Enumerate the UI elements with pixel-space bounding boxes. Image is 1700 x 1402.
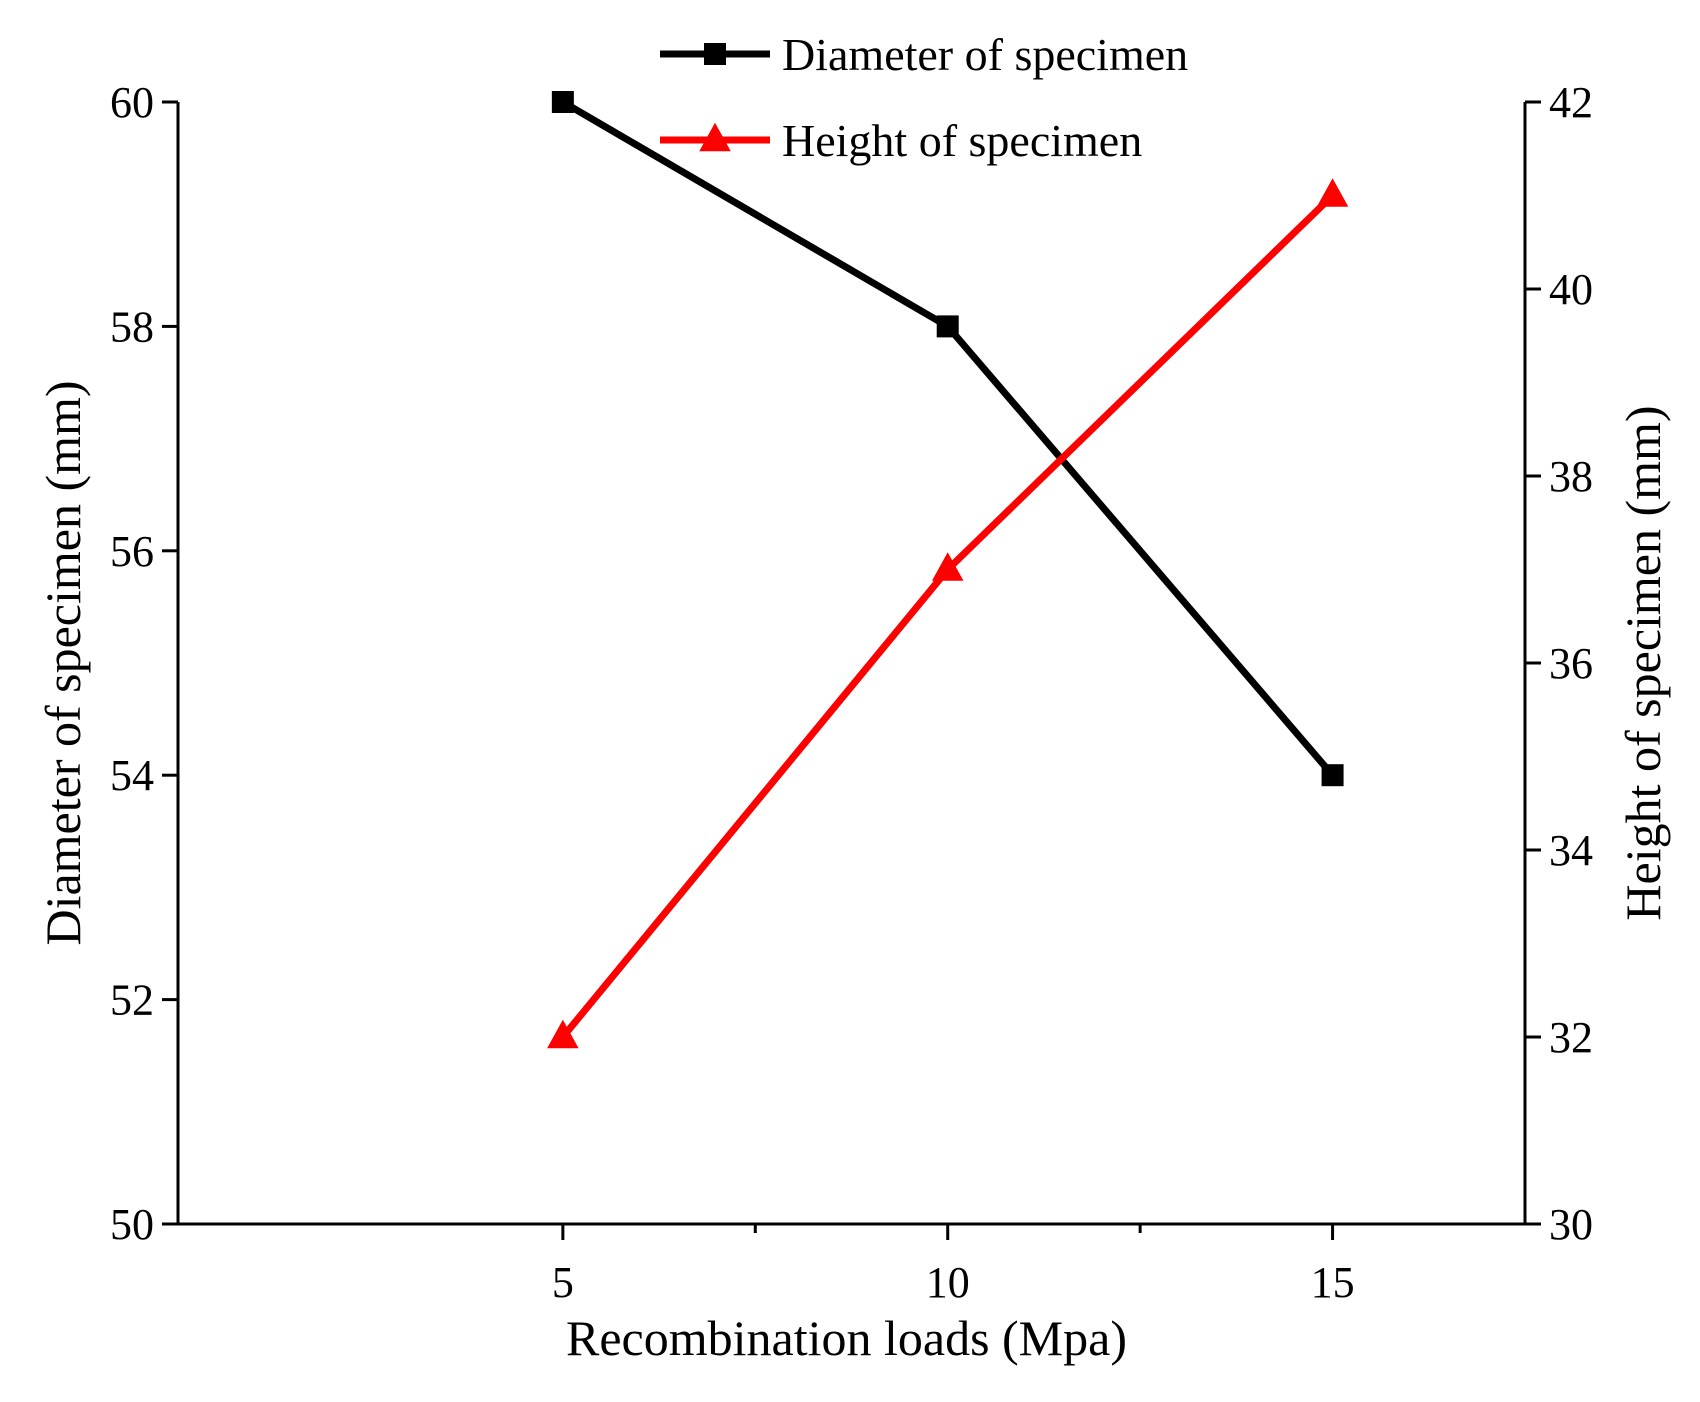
series-1 (551, 91, 1344, 787)
x-tick-label: 15 (1311, 1258, 1355, 1307)
data-point (551, 91, 574, 113)
left-y-tick-label: 58 (110, 302, 154, 351)
ticks-layer: 50 52 54 56 58 60 30 32 34 36 38 40 42 5 10 15 (110, 78, 1593, 1307)
right-y-tick-label: 34 (1549, 826, 1593, 875)
right-y-tick-label: 42 (1549, 78, 1593, 127)
x-axis-title: Recombination loads (Mpa) (566, 1310, 1127, 1366)
data-point (1321, 764, 1344, 787)
right-y-tick-label: 30 (1549, 1200, 1593, 1249)
data-point (931, 552, 964, 581)
legend-layer: Diameter of specimen Height of specimen (660, 29, 1188, 166)
left-y-tick-label: 60 (110, 78, 154, 127)
left-y-tick-label: 52 (110, 976, 154, 1025)
data-point (936, 315, 959, 338)
legend-entry-1: Diameter of specimen (660, 29, 1188, 80)
legend-marker (699, 122, 731, 152)
legend-label: Height of specimen (782, 115, 1142, 166)
legend-marker (704, 43, 726, 65)
series-line (561, 98, 1336, 778)
left-y-axis-title: Diameter of specimen (mm) (35, 380, 91, 945)
data-point (1316, 178, 1349, 207)
left-y-tick-label: 56 (110, 527, 154, 576)
data-point (547, 1019, 579, 1049)
series-layer (547, 91, 1349, 1049)
right-y-tick-label: 32 (1549, 1013, 1593, 1062)
right-y-axis-title: Height of specimen (mm) (1615, 405, 1671, 920)
left-y-tick-label: 54 (110, 751, 154, 800)
x-tick-label: 10 (926, 1258, 970, 1307)
right-y-tick-label: 36 (1549, 639, 1593, 688)
legend-entry-2: Height of specimen (660, 115, 1142, 166)
series-2 (547, 178, 1349, 1049)
x-tick-label: 5 (552, 1258, 574, 1307)
right-y-tick-label: 40 (1549, 265, 1593, 314)
left-y-tick-label: 50 (110, 1200, 154, 1249)
titles-layer: Recombination loads (Mpa) Diameter of spe… (35, 380, 1671, 1366)
legend-label: Diameter of specimen (782, 29, 1188, 80)
right-y-tick-label: 38 (1549, 452, 1593, 501)
